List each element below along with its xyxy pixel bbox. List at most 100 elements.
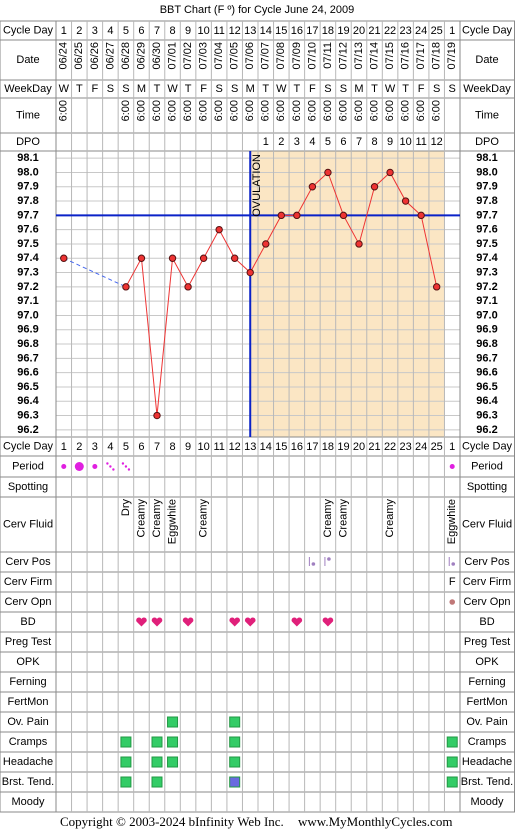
cramps-mark — [120, 736, 132, 748]
row-label: FertMon — [8, 696, 49, 708]
time: 6:00 — [120, 100, 132, 121]
cerv-fluid: Creamy — [135, 499, 147, 538]
headache-mark — [151, 756, 163, 768]
cycle-day: 9 — [185, 441, 191, 453]
cycle-day: 11 — [213, 25, 224, 37]
time: 6:00 — [353, 100, 365, 121]
time: 6:00 — [260, 100, 272, 121]
weekday: W — [167, 83, 178, 95]
cycle-day: 7 — [154, 25, 160, 37]
row-label: Preg Test — [5, 636, 51, 648]
weekday: S — [231, 83, 238, 95]
dpo: 4 — [309, 136, 315, 148]
y-tick-label-right: 96.3 — [476, 409, 497, 421]
date: 06/27 — [104, 42, 116, 70]
chart-title: BBT Chart (F º) for Cycle June 24, 2009 — [160, 4, 355, 16]
date: 06/24 — [58, 42, 70, 70]
y-tick-label: 96.8 — [17, 338, 38, 350]
time: 6:00 — [229, 100, 241, 121]
row-label-right: Ov. Pain — [466, 716, 507, 728]
cycle-day: 14 — [260, 441, 272, 453]
row-label: Cycle Day — [3, 440, 54, 452]
temperature-point — [324, 168, 332, 177]
weekday: W — [385, 83, 396, 95]
y-tick-label-right: 97.4 — [476, 252, 498, 264]
cerv-fluid: Creamy — [151, 499, 163, 538]
cerv-fluid: Creamy — [322, 499, 334, 538]
ov-pain-mark — [229, 716, 241, 728]
y-tick-label: 97.6 — [17, 224, 38, 236]
weekday: T — [262, 83, 269, 95]
temperature-point — [339, 211, 348, 220]
dpo: 8 — [371, 136, 377, 148]
dpo: 7 — [356, 136, 362, 148]
cycle-day: 13 — [244, 25, 256, 37]
headache-mark — [229, 756, 241, 768]
cycle-day: 23 — [399, 25, 411, 37]
temperature-point — [137, 254, 146, 262]
footer-website: www.MyMonthlyCycles.com — [298, 814, 452, 829]
row-label-right: Cerv Pos — [464, 556, 510, 568]
weekday: S — [340, 83, 347, 95]
date: 07/19 — [446, 42, 458, 70]
date: 07/10 — [306, 42, 318, 70]
weekday: T — [402, 83, 409, 95]
y-tick-label-right: 97.2 — [476, 281, 497, 293]
row-label-right: FertMon — [467, 696, 508, 708]
weekday: T — [185, 83, 192, 95]
y-tick-label-right: 96.4 — [476, 395, 498, 407]
period-spot — [109, 465, 112, 468]
date: 06/26 — [89, 42, 101, 70]
date: 06/25 — [73, 42, 85, 70]
cramps-mark — [151, 736, 163, 748]
cycle-day: 13 — [244, 441, 256, 453]
period-spot — [112, 468, 115, 471]
weekday: S — [215, 83, 222, 95]
date: 07/06 — [244, 42, 256, 70]
cycle-day: 1 — [61, 441, 67, 453]
y-tick-label: 97.3 — [17, 266, 38, 278]
cycle-day: 19 — [337, 25, 349, 37]
row-label-right: Cramps — [468, 736, 507, 748]
time: 6:00 — [198, 100, 210, 121]
bd-heart — [244, 617, 256, 627]
cycle-day: 1 — [449, 25, 455, 37]
row-label: Cerv Fluid — [3, 518, 53, 530]
y-tick-label: 96.9 — [17, 324, 38, 336]
weekday: S — [122, 83, 129, 95]
date: 07/05 — [229, 42, 241, 70]
weekday: S — [324, 83, 331, 95]
temperature-point — [308, 183, 317, 191]
time: 6:00 — [337, 100, 349, 121]
time: 6:00 — [275, 100, 287, 121]
temperature-point — [199, 254, 208, 262]
y-tick-label-right: 96.6 — [476, 367, 497, 379]
cerv-pos-dot — [327, 557, 331, 561]
breast-tenderness-mark — [151, 776, 163, 788]
row-label-right: DPO — [475, 136, 499, 148]
time: 6:00 — [400, 100, 412, 121]
time: 6:00 — [368, 100, 380, 121]
cycle-day: 12 — [229, 25, 241, 37]
dpo: 11 — [415, 136, 426, 148]
bd-heart — [322, 617, 334, 627]
y-tick-label: 96.3 — [17, 409, 38, 421]
cerv-fluid: Creamy — [384, 499, 396, 538]
cycle-day: 24 — [415, 441, 427, 453]
cycle-day: 25 — [431, 441, 443, 453]
cycle-day: 15 — [275, 441, 287, 453]
y-tick-label-right: 96.2 — [476, 424, 497, 436]
bd-heart — [151, 617, 163, 627]
ovulation-label: OVULATION — [251, 154, 263, 217]
period-spot — [127, 468, 131, 471]
y-tick-label: 98.1 — [17, 152, 38, 164]
weekday: F — [91, 83, 98, 95]
cycle-day: 9 — [185, 25, 191, 37]
time: 6:00 — [322, 100, 334, 121]
time: 6:00 — [415, 100, 427, 121]
row-label-right: Cerv Fluid — [462, 518, 512, 530]
cycle-day: 21 — [368, 25, 380, 37]
cycle-day: 10 — [197, 441, 209, 453]
y-tick-label-right: 97.0 — [476, 309, 497, 321]
row-label: Brst. Tend. — [2, 776, 54, 788]
